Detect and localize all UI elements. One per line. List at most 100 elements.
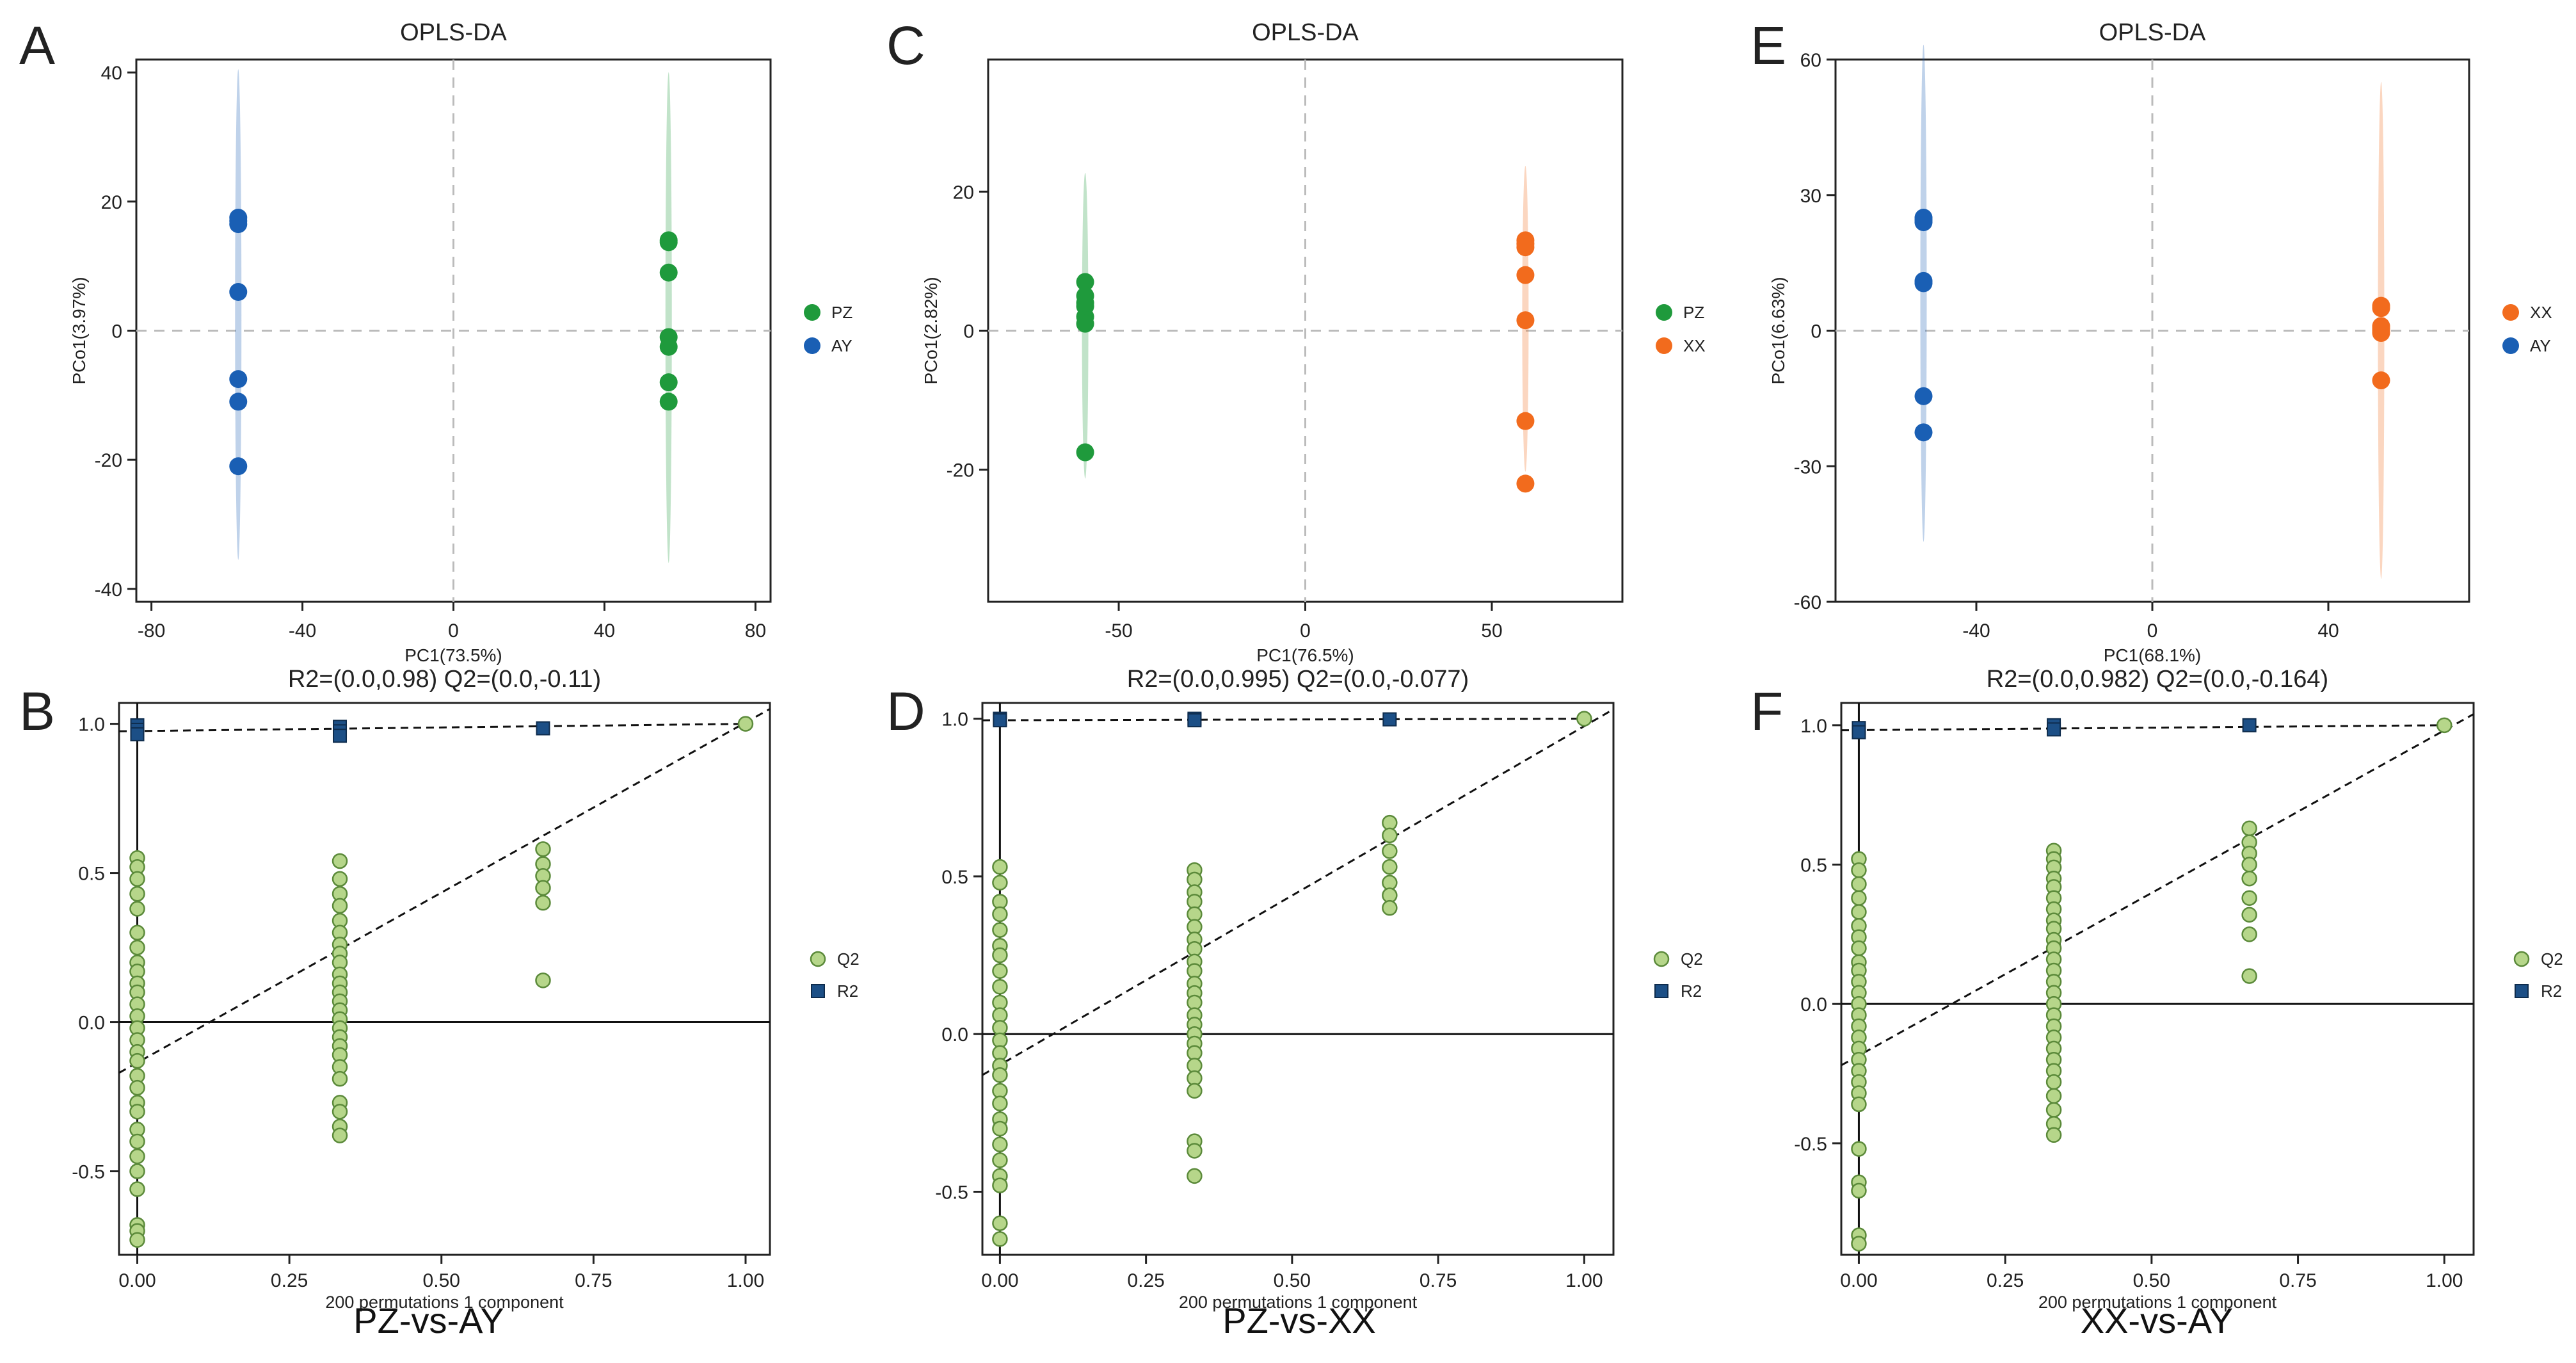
- chart-title: OPLS-DA: [1252, 19, 1359, 46]
- q2-point: [129, 1232, 145, 1248]
- q2-regression-line: [982, 708, 1614, 1076]
- q2-point: [2241, 871, 2257, 887]
- legend-marker-q2: [2513, 951, 2530, 967]
- r2-point: [1852, 725, 1866, 739]
- r2-point: [993, 713, 1007, 728]
- legend-marker-xx: [1656, 337, 1672, 354]
- q2-point: [1382, 827, 1398, 844]
- data-point-ay: [1914, 387, 1933, 405]
- data-point-xx: [1516, 412, 1535, 430]
- legend-label-q2: Q2: [2541, 949, 2563, 969]
- data-point-pz: [659, 392, 678, 411]
- x-tick-label: 40: [2317, 620, 2339, 641]
- panel-letter-e: E: [1750, 15, 1786, 76]
- r2-regression-line: [982, 718, 1585, 722]
- q2-point: [129, 1104, 145, 1120]
- q2-point: [535, 894, 551, 911]
- x-tick-label: 0: [1300, 620, 1311, 641]
- q2-point: [1382, 899, 1398, 916]
- x-axis-label: PC1(76.5%): [1256, 645, 1354, 665]
- y-tick-label: 40: [101, 63, 122, 84]
- q2-point: [332, 853, 348, 869]
- q2-point: [129, 939, 145, 956]
- y-tick-label: -30: [1794, 456, 1821, 478]
- y-tick-label: 0.0: [941, 1024, 968, 1045]
- r2-regression-line: [1841, 724, 2445, 732]
- data-point-ay: [229, 283, 248, 301]
- x-tick-label: 50: [1481, 620, 1502, 641]
- q2-point: [992, 963, 1008, 979]
- data-point-pz: [659, 373, 678, 392]
- q2-point: [535, 972, 551, 988]
- r2-point: [1382, 712, 1397, 727]
- legend-marker-r2: [2515, 984, 2529, 998]
- q2-point: [2241, 968, 2257, 984]
- q2-point: [992, 979, 1008, 995]
- q2-point: [129, 885, 145, 902]
- r2-point: [536, 721, 550, 736]
- y-tick-label: -0.5: [935, 1182, 968, 1203]
- y-tick-label: 1.0: [941, 709, 968, 730]
- r2-regression-line: [118, 723, 746, 732]
- q2-point: [992, 906, 1008, 923]
- q2-point: [992, 1215, 1008, 1231]
- q2-point: [992, 1095, 1008, 1111]
- q2-point: [1382, 859, 1398, 875]
- legend-label-xx: XX: [2530, 303, 2552, 322]
- y-tick-label: -0.5: [1794, 1134, 1827, 1155]
- x-tick-label: 1.00: [2426, 1270, 2463, 1291]
- legend-label-pz: PZ: [831, 303, 852, 322]
- x-tick-label: -50: [1105, 620, 1132, 641]
- chart-title: R2=(0.0,0.982) Q2=(0.0,-0.164): [1987, 666, 2328, 693]
- y-tick-label: 20: [101, 192, 122, 213]
- data-point-xx: [1516, 474, 1535, 493]
- data-point-pz: [1076, 273, 1094, 291]
- y-tick-label: 0: [963, 321, 974, 343]
- x-tick-label: 0.25: [1127, 1270, 1164, 1291]
- legend-marker-ay: [2502, 337, 2519, 354]
- q2-point: [129, 1181, 145, 1197]
- r2-point: [2047, 722, 2061, 737]
- x-tick-label: 1.00: [727, 1270, 764, 1291]
- plot-frame: [1840, 702, 2475, 1256]
- x-axis-label: PC1(68.1%): [2104, 645, 2202, 665]
- y-tick-label: 0.0: [78, 1013, 105, 1034]
- x-tick-label: -40: [1962, 620, 1990, 641]
- y-tick-label: -40: [95, 579, 122, 601]
- x-axis-label: 200 permutations 1 component: [1179, 1293, 1418, 1312]
- q2-point: [2045, 1088, 2062, 1104]
- q2-point: [1851, 876, 1867, 892]
- q2-point: [332, 1070, 348, 1087]
- x-tick-label: 0.00: [1840, 1270, 1877, 1291]
- data-point-xx: [2372, 299, 2390, 318]
- data-point-ay: [229, 370, 248, 389]
- legend-label-xx: XX: [1683, 336, 1706, 355]
- data-point-pz: [659, 263, 678, 282]
- panel-letter-d: D: [886, 681, 925, 741]
- q2-point: [992, 1177, 1008, 1193]
- x-tick-label: 40: [594, 620, 615, 641]
- q2-point: [1851, 1236, 1867, 1252]
- q2-point: [1851, 1141, 1867, 1157]
- y-tick-label: -60: [1794, 592, 1821, 613]
- q2-point: [2045, 1102, 2062, 1118]
- data-point-ay: [1914, 423, 1933, 442]
- q2-regression-line: [118, 708, 771, 1074]
- q2-point: [2241, 907, 2257, 923]
- q2-point: [129, 1163, 145, 1179]
- q2-point: [2436, 717, 2452, 734]
- data-point-pz: [659, 337, 678, 356]
- q2-point: [332, 898, 348, 914]
- r2-point: [130, 727, 145, 741]
- data-point-xx: [2372, 371, 2390, 390]
- x-axis-label: 200 permutations 1 component: [2038, 1293, 2277, 1312]
- y-tick-label: -20: [95, 450, 122, 471]
- data-point-xx: [1516, 266, 1535, 284]
- x-tick-label: 0: [448, 620, 459, 641]
- q2-point: [129, 901, 145, 917]
- q2-point: [2241, 820, 2257, 837]
- y-tick-label: 0.0: [1800, 994, 1827, 1015]
- legend-label-r2: R2: [2541, 981, 2562, 1001]
- q2-point: [129, 1148, 145, 1165]
